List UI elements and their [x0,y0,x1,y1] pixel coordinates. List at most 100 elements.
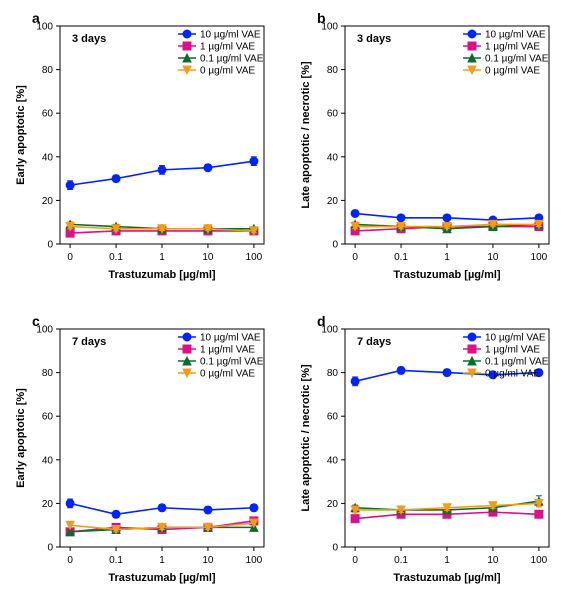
x-tick-label: 100 [530,252,547,263]
legend-label-vae1: 1 µg/ml VAE [485,344,540,355]
legend-label-vae01: 0.1 µg/ml VAE [200,54,264,65]
marker-vae10 [397,366,405,374]
x-tick-label: 10 [202,252,214,263]
legend-marker-vae10 [468,333,476,341]
panel-label: c [32,313,40,329]
marker-vae10 [158,166,166,174]
y-axis-label: Late apoptotic / necrotic [%] [300,364,312,512]
y-tick-label: 0 [47,542,53,553]
x-tick-label: 0 [352,555,358,566]
legend-label-vae0: 0 µg/ml VAE [200,368,255,379]
marker-vae10 [158,503,166,511]
x-tick-label: 0.1 [394,252,408,263]
y-tick-label: 80 [326,368,338,379]
marker-vae1 [534,510,542,518]
x-tick-label: 0.1 [394,555,408,566]
marker-vae10 [443,368,451,376]
legend-label-vae01: 0.1 µg/ml VAE [485,356,549,367]
x-axis-label: Trastuzumab [µg/ml] [393,572,501,584]
chart-d: 02040608010000.1110100Trastuzumab [µg/ml… [293,311,559,593]
chart-grid: 02040608010000.1110100Trastuzumab [µg/ml… [8,8,559,593]
y-tick-label: 60 [326,109,338,120]
legend-label-vae1: 1 µg/ml VAE [200,42,255,53]
chart-c: 02040608010000.1110100Trastuzumab [µg/ml… [8,311,274,593]
legend-label-vae1: 1 µg/ml VAE [485,42,540,53]
x-axis-label: Trastuzumab [µg/ml] [108,269,216,281]
panel-label: b [317,10,326,26]
legend-marker-vae10 [468,30,476,38]
legend-label-vae10: 10 µg/ml VAE [200,30,261,41]
marker-vae10 [250,157,258,165]
marker-vae10 [204,164,212,172]
panel-d: 02040608010000.1110100Trastuzumab [µg/ml… [293,311,560,594]
panel-title: 3 days [72,33,106,45]
legend-label-vae0: 0 µg/ml VAE [200,66,255,77]
x-tick-label: 0 [67,555,73,566]
legend-label-vae10: 10 µg/ml VAE [485,332,546,343]
legend-label-vae10: 10 µg/ml VAE [485,30,546,41]
legend-label-vae0: 0 µg/ml VAE [485,368,540,379]
x-tick-label: 1 [159,555,165,566]
marker-vae10 [112,510,120,518]
x-tick-label: 0.1 [109,252,123,263]
marker-vae10 [204,505,212,513]
chart-b: 02040608010000.1110100Trastuzumab [µg/ml… [293,8,559,290]
legend-marker-vae1 [183,42,191,50]
legend-marker-vae10 [183,30,191,38]
x-tick-label: 1 [444,555,450,566]
legend-marker-vae10 [183,333,191,341]
y-tick-label: 0 [332,240,338,251]
legend-marker-vae1 [468,345,476,353]
x-tick-label: 0.1 [109,555,123,566]
y-tick-label: 80 [326,65,338,76]
y-tick-label: 20 [42,196,54,207]
y-tick-label: 60 [42,411,54,422]
marker-vae10 [351,377,359,385]
y-tick-label: 40 [42,455,54,466]
panel-c: 02040608010000.1110100Trastuzumab [µg/ml… [8,311,275,594]
y-tick-label: 40 [42,152,54,163]
y-axis-label: Early apoptotic [%] [15,387,27,487]
x-tick-label: 100 [246,252,263,263]
x-tick-label: 10 [202,555,214,566]
marker-vae10 [66,499,74,507]
marker-vae10 [397,214,405,222]
y-axis-label: Late apoptotic / necrotic [%] [300,61,312,209]
x-tick-label: 100 [246,555,263,566]
marker-vae10 [443,214,451,222]
x-tick-label: 1 [159,252,165,263]
panel-label: a [32,10,40,26]
legend-label-vae0: 0 µg/ml VAE [485,66,540,77]
panel-a: 02040608010000.1110100Trastuzumab [µg/ml… [8,8,275,291]
y-tick-label: 80 [42,65,54,76]
y-tick-label: 0 [47,240,53,251]
y-tick-label: 80 [42,368,54,379]
legend-label-vae01: 0.1 µg/ml VAE [200,356,264,367]
y-tick-label: 40 [326,152,338,163]
x-tick-label: 10 [487,252,499,263]
x-tick-label: 100 [530,555,547,566]
marker-vae10 [66,181,74,189]
x-axis-label: Trastuzumab [µg/ml] [108,572,216,584]
y-tick-label: 20 [42,498,54,509]
x-tick-label: 1 [444,252,450,263]
panel-title: 7 days [357,336,391,348]
y-tick-label: 20 [326,498,338,509]
y-tick-label: 0 [332,542,338,553]
y-tick-label: 60 [326,411,338,422]
marker-vae10 [351,209,359,217]
legend-label-vae01: 0.1 µg/ml VAE [485,54,549,65]
x-axis-label: Trastuzumab [µg/ml] [393,269,501,281]
panel-title: 7 days [72,336,106,348]
marker-vae10 [250,503,258,511]
y-axis-label: Early apoptotic [%] [15,85,27,185]
marker-vae10 [112,175,120,183]
marker-vae1 [351,514,359,522]
panel-label: d [317,313,326,329]
x-tick-label: 10 [487,555,499,566]
chart-a: 02040608010000.1110100Trastuzumab [µg/ml… [8,8,274,290]
panel-b: 02040608010000.1110100Trastuzumab [µg/ml… [293,8,560,291]
panel-title: 3 days [357,33,391,45]
y-tick-label: 40 [326,455,338,466]
x-tick-label: 0 [67,252,73,263]
